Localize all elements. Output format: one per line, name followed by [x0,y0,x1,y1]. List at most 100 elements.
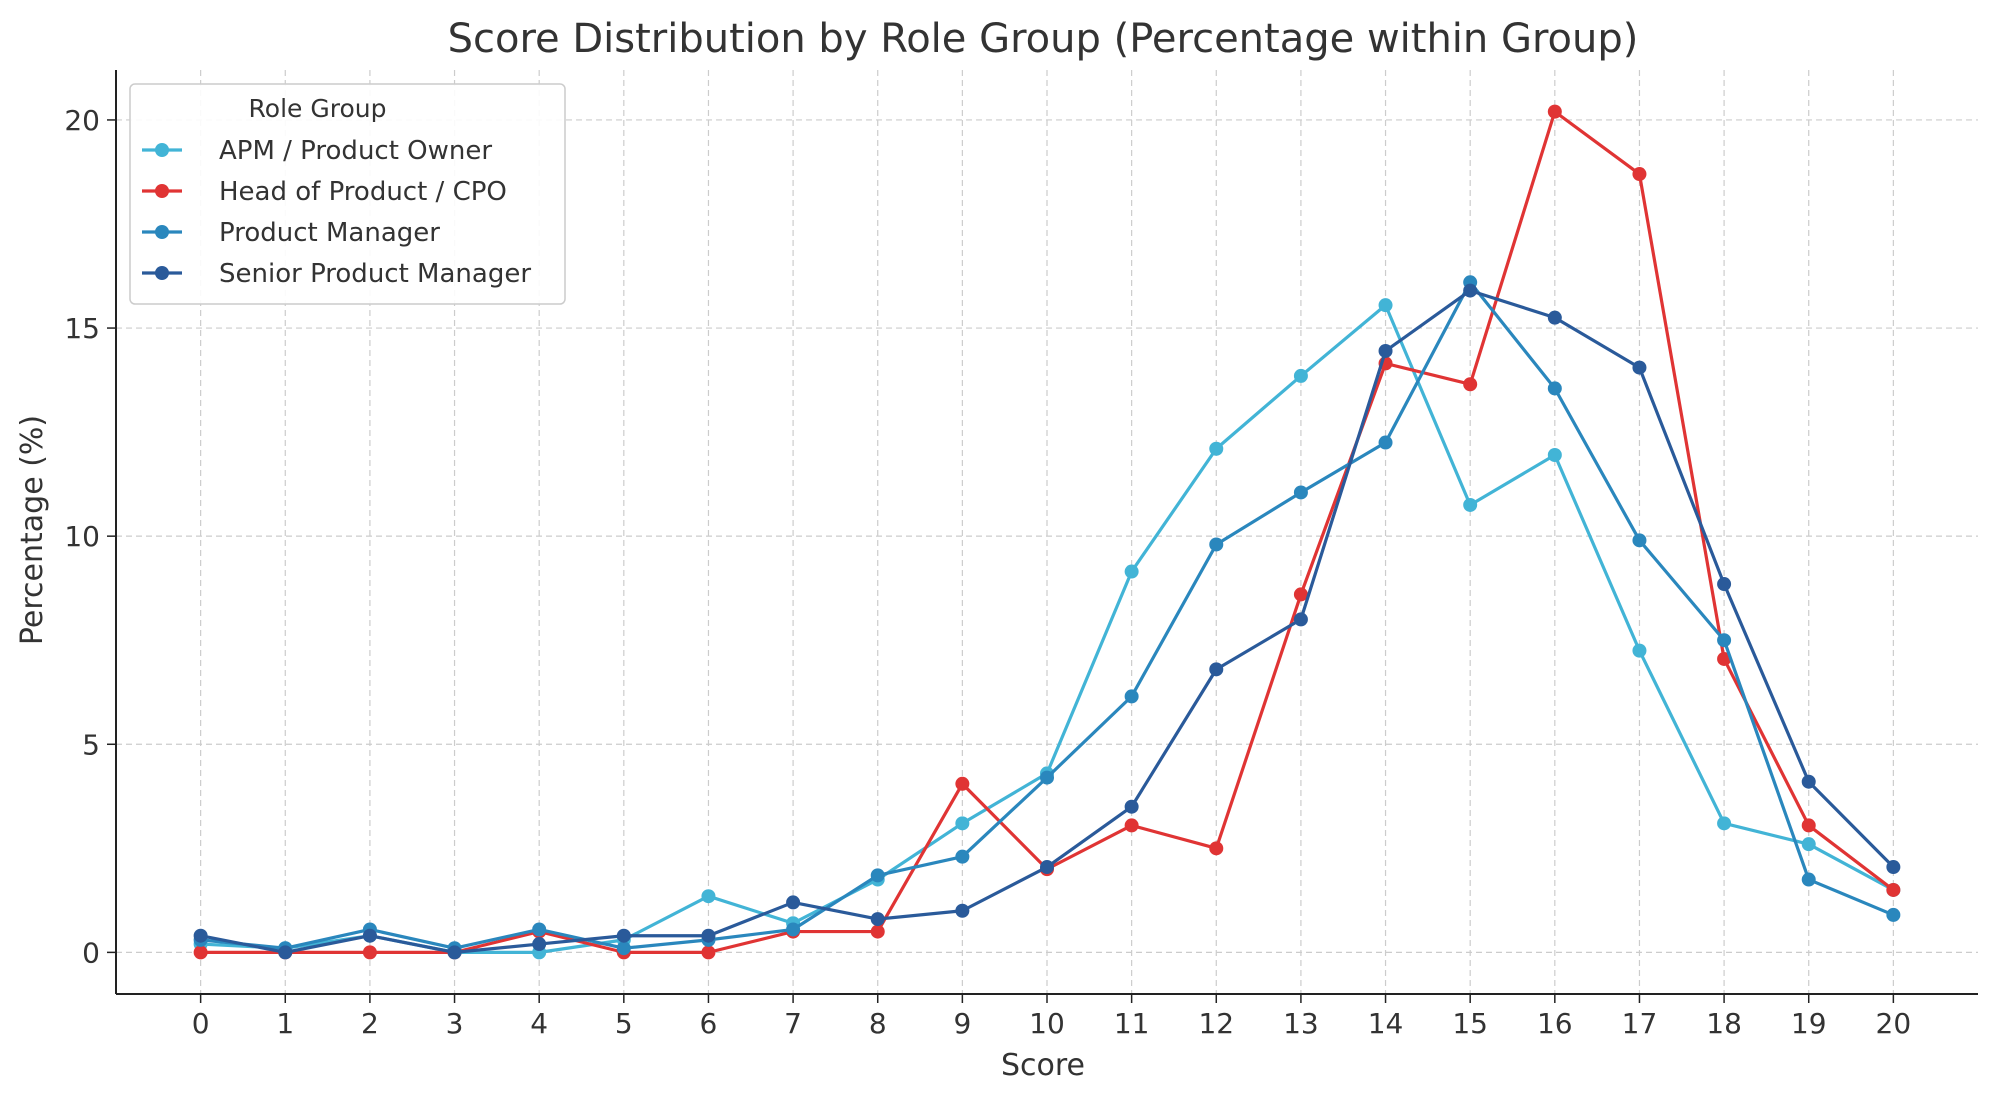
y-tick-label: 20 [64,104,100,137]
data-point [786,922,801,937]
data-point [1801,872,1816,887]
data-point [1717,577,1732,592]
x-tick-label: 9 [953,1007,971,1040]
legend-item: Head of Product / CPO [142,177,507,207]
data-point [955,849,970,864]
data-point [1124,799,1139,814]
data-point [1209,662,1224,677]
chart-title: Score Distribution by Role Group (Percen… [448,16,1639,62]
data-point [362,928,377,943]
data-point [1463,377,1478,392]
legend-label: Head of Product / CPO [219,177,507,207]
legend-swatch-marker [155,184,169,198]
data-point [1886,860,1901,875]
series-product-manager [193,275,1901,956]
x-tick-label: 17 [1622,1007,1658,1040]
data-point [1209,441,1224,456]
data-point [532,937,547,952]
legend-label: APM / Product Owner [219,136,492,166]
data-point [1886,907,1901,922]
data-point [701,889,716,904]
data-point [1463,283,1478,298]
x-tick-label: 4 [530,1007,548,1040]
x-tick-label: 7 [784,1007,802,1040]
x-tick-label: 10 [1029,1007,1065,1040]
data-point [1378,298,1393,313]
data-point [447,945,462,960]
data-point [1801,837,1816,852]
x-tick-label: 5 [615,1007,633,1040]
y-tick-label: 5 [82,728,100,761]
data-point [1293,485,1308,500]
y-tick-label: 10 [64,520,100,553]
x-tick-label: 20 [1876,1007,1912,1040]
x-tick-label: 13 [1283,1007,1319,1040]
data-point [870,868,885,883]
data-point [1378,343,1393,358]
x-tick-label: 19 [1791,1007,1827,1040]
data-point [870,924,885,939]
data-point [1717,633,1732,648]
data-point [1717,816,1732,831]
data-point [786,895,801,910]
x-tick-label: 18 [1706,1007,1742,1040]
x-tick-label: 6 [700,1007,718,1040]
legend-box [129,83,566,305]
data-point [278,945,293,960]
x-tick-label: 14 [1368,1007,1404,1040]
x-tick-label: 2 [361,1007,379,1040]
data-point [1801,774,1816,789]
series-senior-product-manager [193,283,1901,960]
data-point [1886,882,1901,897]
axes [107,70,1978,1003]
grid [116,70,1978,994]
legend-item: Senior Product Manager [142,259,531,289]
legend-label: Senior Product Manager [219,259,531,289]
data-point [1547,381,1562,396]
legend-swatch-marker [155,225,169,239]
data-point [616,928,631,943]
x-axis-label: Score [1001,1048,1085,1083]
legend: Role Group APM / Product Owner Head of Pro… [129,83,566,305]
data-point [1040,860,1054,875]
data-point [1632,643,1647,658]
data-point [701,945,716,960]
legend-label: Product Manager [219,218,440,248]
data-point [532,922,547,937]
x-tick-label: 11 [1114,1007,1150,1040]
data-point [1124,689,1139,704]
data-point [1547,104,1562,119]
data-point [193,928,208,943]
data-point [1547,310,1562,325]
data-point [1801,818,1816,833]
data-point [193,945,208,960]
x-tick-label: 0 [192,1007,210,1040]
data-point [1124,564,1139,579]
data-point [1547,448,1562,462]
x-tick-label: 1 [276,1007,294,1040]
data-point [1378,435,1393,450]
data-point [955,903,970,918]
data-point [1293,612,1308,627]
legend-swatch-marker [155,266,169,280]
data-point [1632,167,1647,182]
legend-item: Product Manager [142,218,440,248]
data-point [1209,537,1224,552]
data-point [1717,651,1732,666]
legend-swatch-marker [155,143,169,157]
series-lines [193,104,1901,960]
data-point [955,816,970,831]
data-point [1293,368,1308,383]
data-point [1632,360,1647,375]
y-axis-label: Percentage (%) [15,415,50,645]
x-tick-label: 15 [1452,1007,1488,1040]
x-tick-label: 8 [869,1007,887,1040]
data-point [1293,587,1308,602]
data-point [1124,818,1139,833]
data-point [701,928,716,943]
data-point [1040,770,1054,785]
y-tick-label: 15 [64,312,100,345]
x-tick-label: 12 [1198,1007,1234,1040]
